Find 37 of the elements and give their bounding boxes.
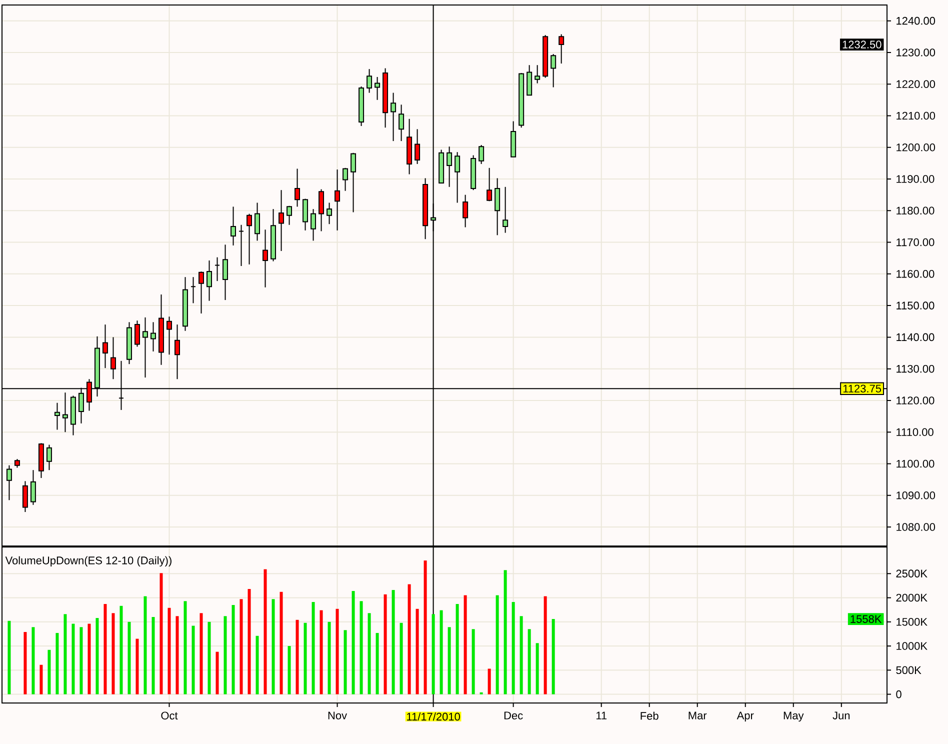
y-tick-label: 1190.00: [896, 175, 934, 183]
x-tick-label: Feb: [640, 712, 658, 720]
x-tick-label: Oct: [161, 712, 178, 720]
y-tick-label: 1100.00: [896, 460, 934, 468]
text: VolumeUpDown(ES 12-10 (Daily)): [5, 556, 172, 567]
y-tick-label: 1240.00: [896, 16, 936, 25]
y-tick-label: 1200.00: [896, 143, 936, 152]
y-tick-label: 1160.00: [896, 270, 934, 278]
y-tick-label: 1180.00: [896, 206, 934, 215]
x-tick-label: Apr: [736, 712, 754, 722]
x-tick-label: 11/17/2010: [407, 712, 460, 721]
y-tick-label: 1110.00: [896, 428, 934, 436]
y-tick-label: 1130.00: [896, 364, 934, 373]
y-tick-label: 1210.00: [896, 112, 936, 120]
x-tick-label: Dec: [504, 712, 523, 720]
y-tick-label: 1220.00: [896, 80, 936, 88]
y-tick-label: 2500K: [896, 570, 928, 578]
y-tick-label: 500K: [896, 666, 922, 674]
y-tick-label: 1170.00: [896, 238, 934, 246]
x-tick-label: 11: [596, 712, 607, 720]
y-tick-label: 1150.00: [896, 302, 934, 310]
y-tick-label: 1090.00: [896, 491, 936, 500]
ref-line-label: 1123.75: [843, 384, 882, 392]
x-tick-label: Nov: [328, 712, 348, 720]
y-tick-label: 1000K: [896, 642, 928, 650]
y-tick-label: 1120.00: [896, 396, 934, 404]
y-tick-label: 1500K: [896, 618, 928, 626]
annotation: 1558K: [850, 615, 882, 623]
annotation: 1232.50: [842, 40, 882, 48]
y-tick-label: 0: [896, 690, 902, 698]
y-tick-label: 1080.00: [896, 523, 936, 531]
y-tick-label: 2000K: [896, 594, 928, 602]
x-tick-label: Jun: [832, 712, 850, 720]
y-tick-label: 1140.00: [896, 333, 934, 342]
x-tick-label: May: [784, 712, 804, 722]
y-tick-label: 1230.00: [896, 48, 936, 56]
x-tick-label: Mar: [688, 712, 707, 720]
